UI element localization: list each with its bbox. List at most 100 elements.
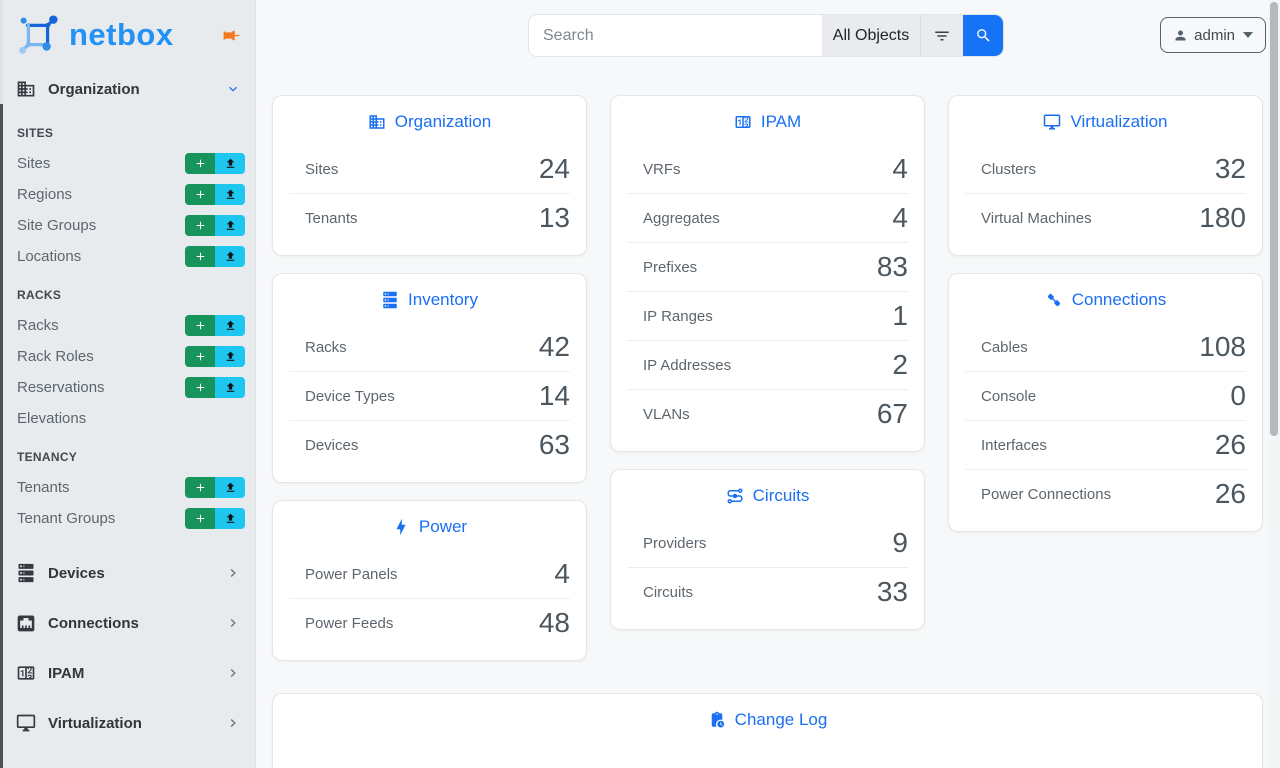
card-title-virtualization[interactable]: Virtualization [949,96,1262,145]
card-title-organization[interactable]: Organization [273,96,586,145]
stat-value[interactable]: 67 [876,398,908,429]
sidebar-item-regions[interactable]: Regions [3,179,255,210]
stat-value[interactable]: 33 [876,576,908,607]
card-title-circuits[interactable]: Circuits [611,470,924,519]
stat-value[interactable]: 26 [1214,478,1246,509]
add-button[interactable] [185,477,215,498]
stat-value[interactable]: 180 [1199,202,1246,233]
sidebar-scrollbar-thumb[interactable] [0,104,3,768]
sidebar-item-label[interactable]: Rack Roles [17,348,94,365]
sidebar-section-ipam[interactable]: IPAM [3,648,255,698]
stat-label[interactable]: Sites [305,160,339,178]
sidebar-item-label[interactable]: Elevations [17,410,87,427]
import-button[interactable] [215,346,245,367]
stat-value[interactable]: 108 [1199,331,1246,362]
stat-label[interactable]: Providers [643,534,707,552]
stat-value[interactable]: 83 [876,251,908,282]
import-button[interactable] [215,153,245,174]
stat-value[interactable]: 24 [538,153,570,184]
card-title-power[interactable]: Power [273,501,586,550]
sidebar-item-label[interactable]: Tenant Groups [17,510,116,527]
stat-label[interactable]: IP Addresses [643,356,732,374]
sidebar-section-connections[interactable]: Connections [3,598,255,648]
import-button[interactable] [215,215,245,236]
stat-value[interactable]: 4 [892,153,908,184]
sidebar-item-label[interactable]: Reservations [17,379,105,396]
import-button[interactable] [215,377,245,398]
stat-value[interactable]: 48 [538,607,570,638]
stat-value[interactable]: 2 [892,349,908,380]
stat-value[interactable]: 9 [892,527,908,558]
sidebar-item-tenants[interactable]: Tenants [3,472,255,503]
sidebar-item-tenant-groups[interactable]: Tenant Groups [3,503,255,534]
sidebar-item-locations[interactable]: Locations [3,241,255,272]
sidebar-section-organization[interactable]: Organization [3,68,255,110]
sidebar-scrollbar[interactable] [0,0,3,768]
stat-value[interactable]: 13 [538,202,570,233]
add-button[interactable] [185,508,215,529]
card-title-inventory[interactable]: Inventory [273,274,586,323]
pin-sidebar-button[interactable] [222,26,241,45]
add-button[interactable] [185,315,215,336]
stat-label[interactable]: Power Feeds [305,614,394,632]
stat-label[interactable]: Prefixes [643,258,698,276]
stat-value[interactable]: 4 [892,202,908,233]
import-button[interactable] [215,246,245,267]
sidebar-item-label[interactable]: Sites [17,155,51,172]
sidebar-item-label[interactable]: Site Groups [17,217,97,234]
search-scope-select[interactable]: All Objects [822,15,920,56]
stat-label[interactable]: Virtual Machines [981,209,1092,227]
add-button[interactable] [185,377,215,398]
search-input[interactable] [529,15,822,56]
sidebar-section-devices[interactable]: Devices [3,548,255,598]
stat-value[interactable]: 14 [538,380,570,411]
stat-value[interactable]: 1 [892,300,908,331]
sidebar-item-label[interactable]: Racks [17,317,59,334]
import-button[interactable] [215,315,245,336]
card-title-connections[interactable]: Connections [949,274,1262,323]
stat-value[interactable]: 0 [1230,380,1246,411]
stat-label[interactable]: Circuits [643,583,694,601]
import-button[interactable] [215,477,245,498]
page-scrollbar[interactable] [1268,0,1280,768]
add-button[interactable] [185,153,215,174]
card-title-change-log[interactable]: Change Log [273,694,1262,743]
stat-label[interactable]: IP Ranges [643,307,713,325]
stat-value[interactable]: 32 [1214,153,1246,184]
stat-label[interactable]: Tenants [305,209,358,227]
sidebar-item-label[interactable]: Regions [17,186,73,203]
stat-label[interactable]: Console [981,387,1037,405]
sidebar-item-reservations[interactable]: Reservations [3,372,255,403]
add-button[interactable] [185,215,215,236]
add-button[interactable] [185,184,215,205]
add-button[interactable] [185,346,215,367]
stat-label[interactable]: Device Types [305,387,395,405]
sidebar-item-elevations[interactable]: Elevations [3,403,255,434]
search-filter-button[interactable] [920,15,963,56]
stat-value[interactable]: 42 [538,331,570,362]
import-button[interactable] [215,508,245,529]
stat-label[interactable]: Devices [305,436,359,454]
stat-label[interactable]: Power Panels [305,565,398,583]
card-title-ipam[interactable]: IPAM [611,96,924,145]
stat-label[interactable]: Cables [981,338,1028,356]
stat-label[interactable]: VLANs [643,405,690,423]
stat-label[interactable]: VRFs [643,160,681,178]
sidebar-item-label[interactable]: Tenants [17,479,70,496]
page-scrollbar-thumb[interactable] [1270,2,1278,436]
stat-label[interactable]: Clusters [981,160,1037,178]
stat-label[interactable]: Racks [305,338,347,356]
stat-label[interactable]: Power Connections [981,485,1112,503]
sidebar-item-racks[interactable]: Racks [3,310,255,341]
user-menu-button[interactable]: admin [1160,17,1266,53]
stat-value[interactable]: 26 [1214,429,1246,460]
sidebar-section-virtualization[interactable]: Virtualization [3,698,255,748]
stat-value[interactable]: 63 [538,429,570,460]
add-button[interactable] [185,246,215,267]
stat-label[interactable]: Interfaces [981,436,1047,454]
stat-label[interactable]: Aggregates [643,209,720,227]
sidebar-item-label[interactable]: Locations [17,248,82,265]
stat-value[interactable]: 4 [554,558,570,589]
import-button[interactable] [215,184,245,205]
sidebar-item-rack-roles[interactable]: Rack Roles [3,341,255,372]
